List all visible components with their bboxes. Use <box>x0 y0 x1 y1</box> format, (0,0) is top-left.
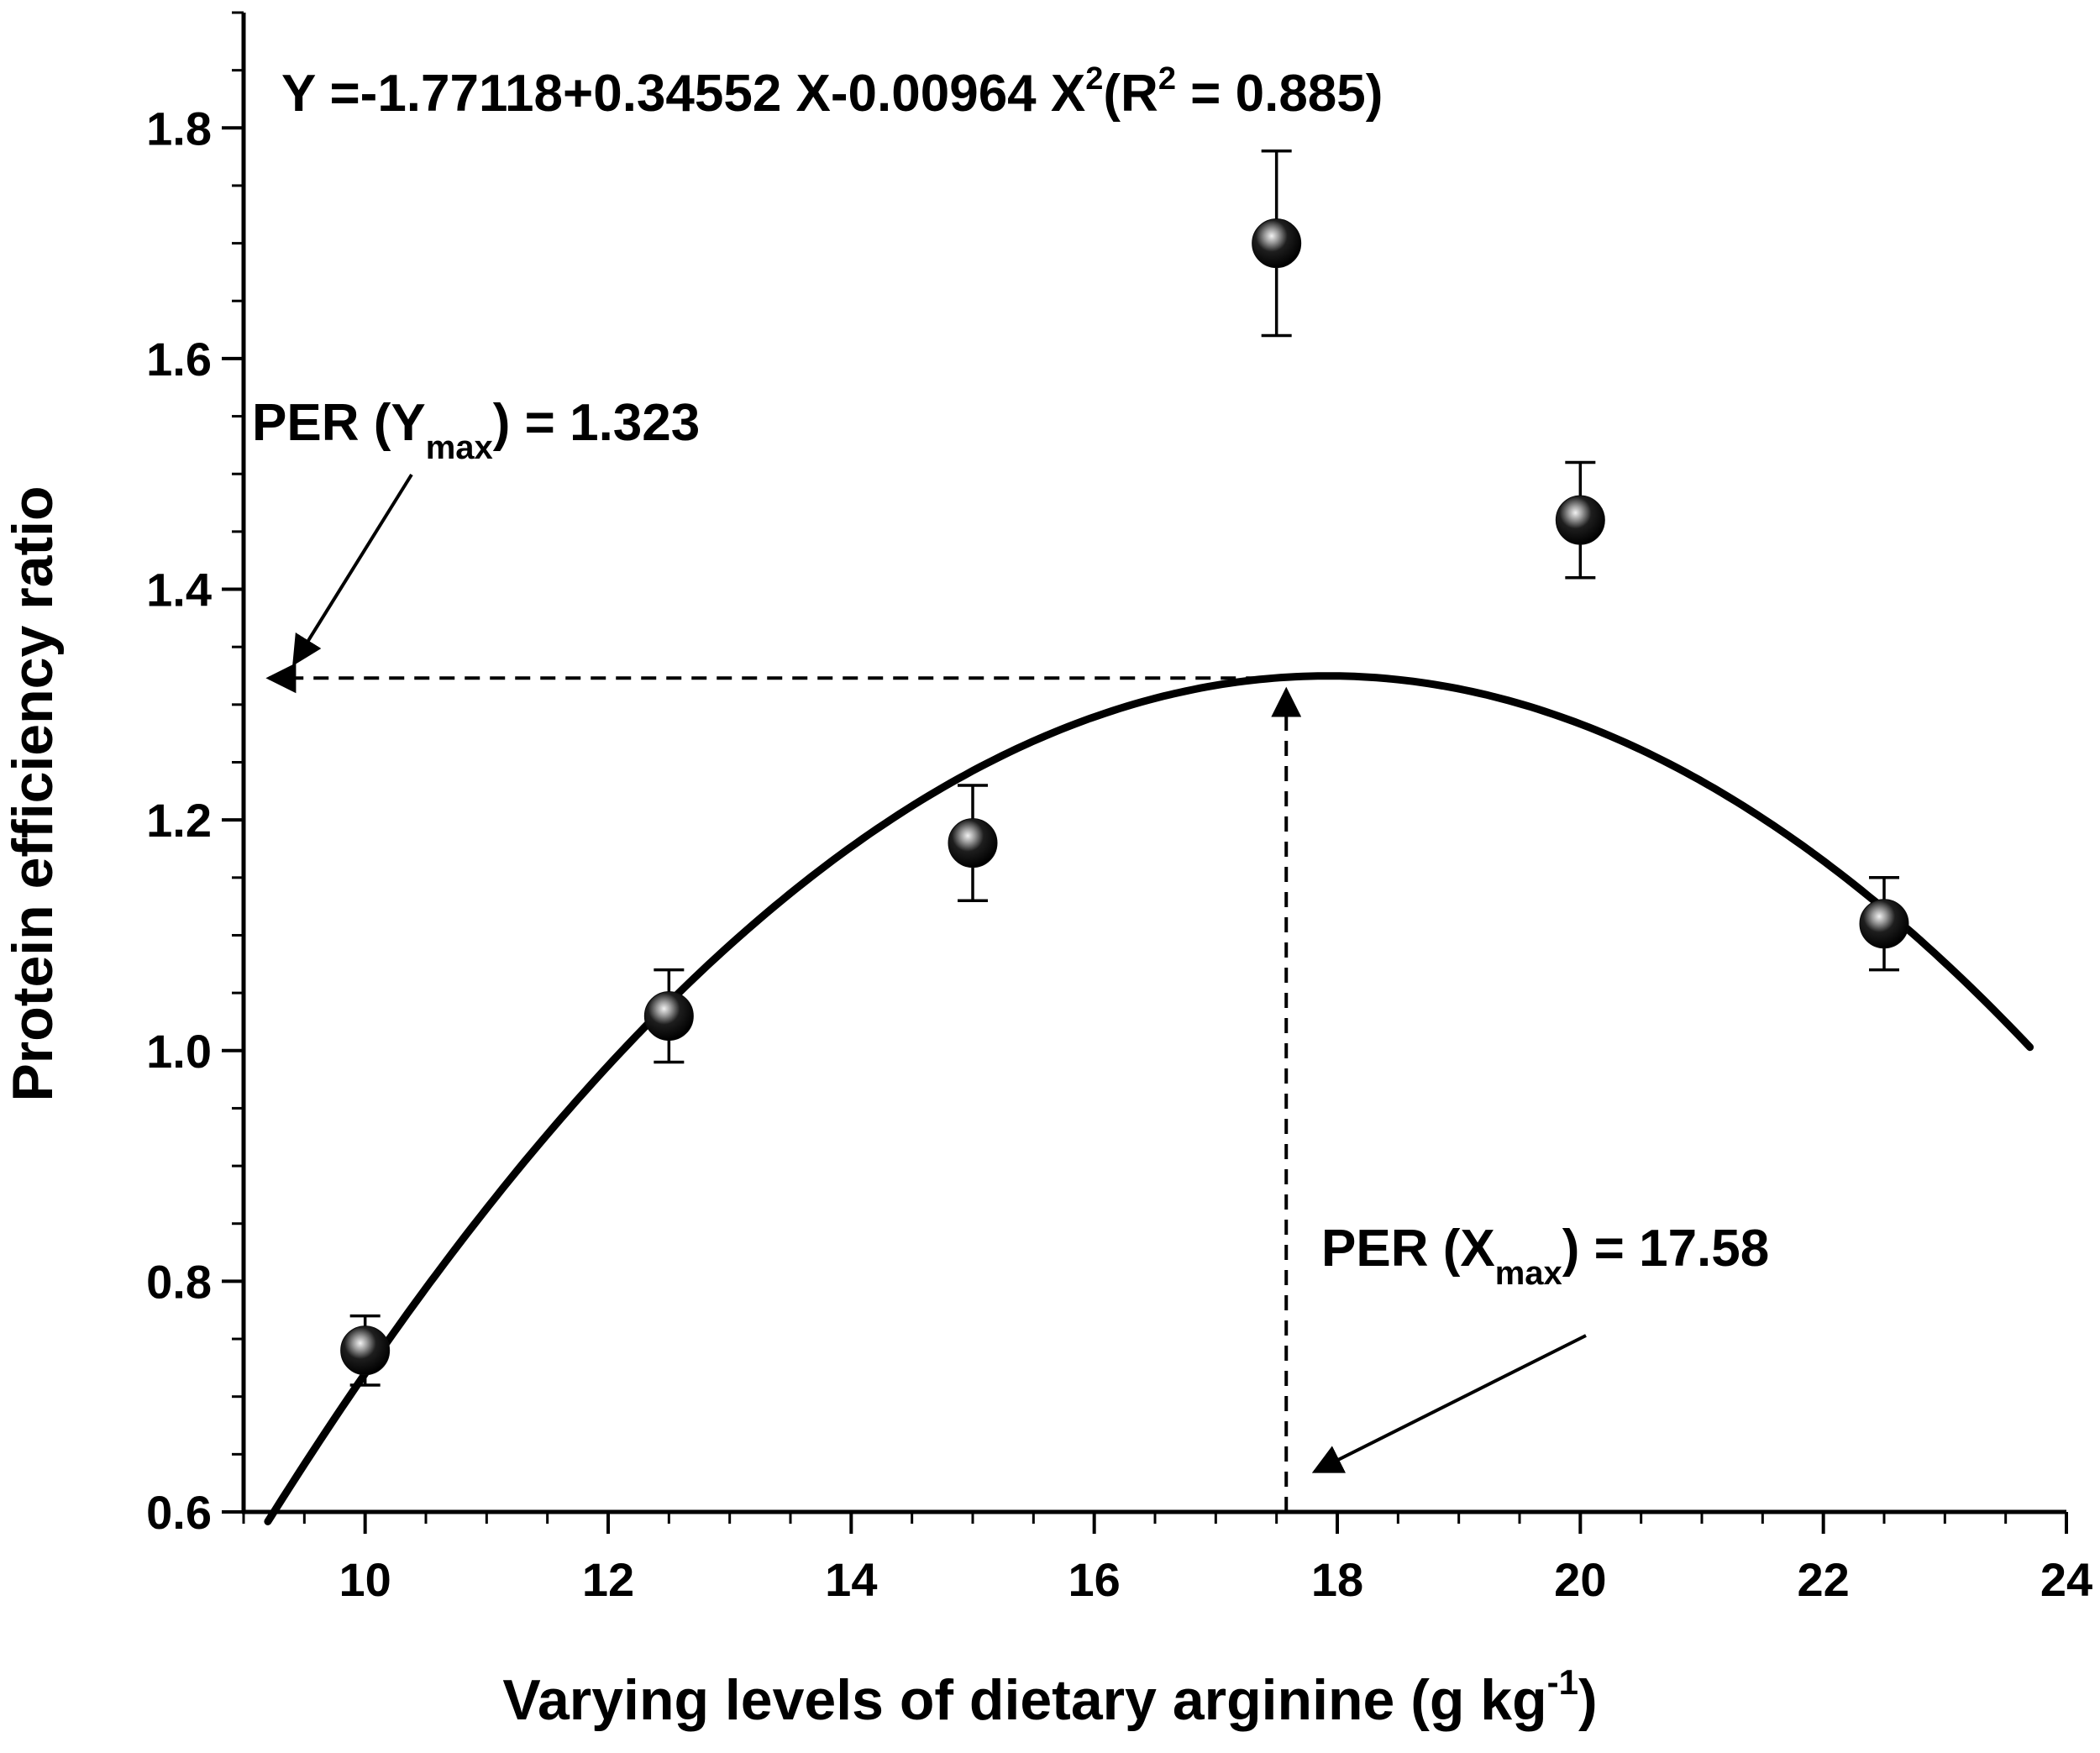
error-bars <box>349 150 1899 1387</box>
annotation-xmax-subscript: max <box>1495 1255 1562 1292</box>
regression-equation: Y =-1.77118+0.34552 X-0.00964 X2(R2 = 0.… <box>281 61 1383 123</box>
y-tick-label: 0.6 <box>146 1486 212 1539</box>
annotation-xmax-arrow <box>1311 1334 1587 1473</box>
y-tick-label: 1.8 <box>146 102 212 155</box>
y-tick-label: 1.0 <box>146 1025 212 1078</box>
optimum-guides <box>265 663 1302 1512</box>
data-point <box>948 818 998 869</box>
annotation-ymax-arrow <box>292 473 413 667</box>
x-axis-title-close: ) <box>1578 1668 1598 1732</box>
data-point <box>1859 899 1909 949</box>
equation-exponent: 2 <box>1085 61 1103 97</box>
data-point <box>1555 495 1605 545</box>
y-axis-title: Protein efficiency ratio <box>1 485 65 1101</box>
x-tick-label: 22 <box>1798 1553 1850 1606</box>
x-tick-label: 20 <box>1554 1553 1606 1606</box>
annotation-ymax-subscript: max <box>426 429 493 466</box>
y-tick-label: 1.6 <box>146 333 212 386</box>
annotation-ymax: PER (Ymax) = 1.323 <box>252 394 700 466</box>
x-tick-label: 16 <box>1068 1553 1121 1606</box>
annotation-xmax-value: ) = 17.58 <box>1562 1220 1769 1278</box>
equation-r-close: = 0.885) <box>1176 65 1383 123</box>
y-tick-label: 0.8 <box>146 1255 212 1308</box>
x-tick-label: 12 <box>582 1553 634 1606</box>
x-tick-label: 18 <box>1311 1553 1363 1606</box>
fit-curve <box>264 672 2034 1525</box>
y-tick-label: 1.4 <box>146 564 212 617</box>
data-point <box>1252 218 1302 269</box>
annotation-xmax: PER (Xmax) = 17.58 <box>1321 1220 1769 1292</box>
x-axis-title: Varying levels of dietary arginine (g kg… <box>502 1662 1597 1732</box>
x-tick-label: 10 <box>339 1553 391 1606</box>
data-points <box>340 218 1909 1376</box>
equation-r-exponent: 2 <box>1158 61 1176 97</box>
y-tick-label: 1.2 <box>146 794 212 847</box>
x-tick-label: 14 <box>825 1553 877 1606</box>
x-axis-title-exponent: -1 <box>1547 1662 1578 1702</box>
axes: 10 12 14 16 18 20 22 240.60.81.01.21.41.61.8 <box>146 11 2092 1606</box>
fit-curve-group <box>264 672 2034 1525</box>
data-point <box>340 1325 391 1376</box>
data-point <box>643 991 694 1042</box>
x-tick-label: 24 <box>2040 1553 2092 1606</box>
annotation-ymax-value: ) = 1.323 <box>493 394 700 452</box>
equation-r-open: (R <box>1103 65 1158 123</box>
